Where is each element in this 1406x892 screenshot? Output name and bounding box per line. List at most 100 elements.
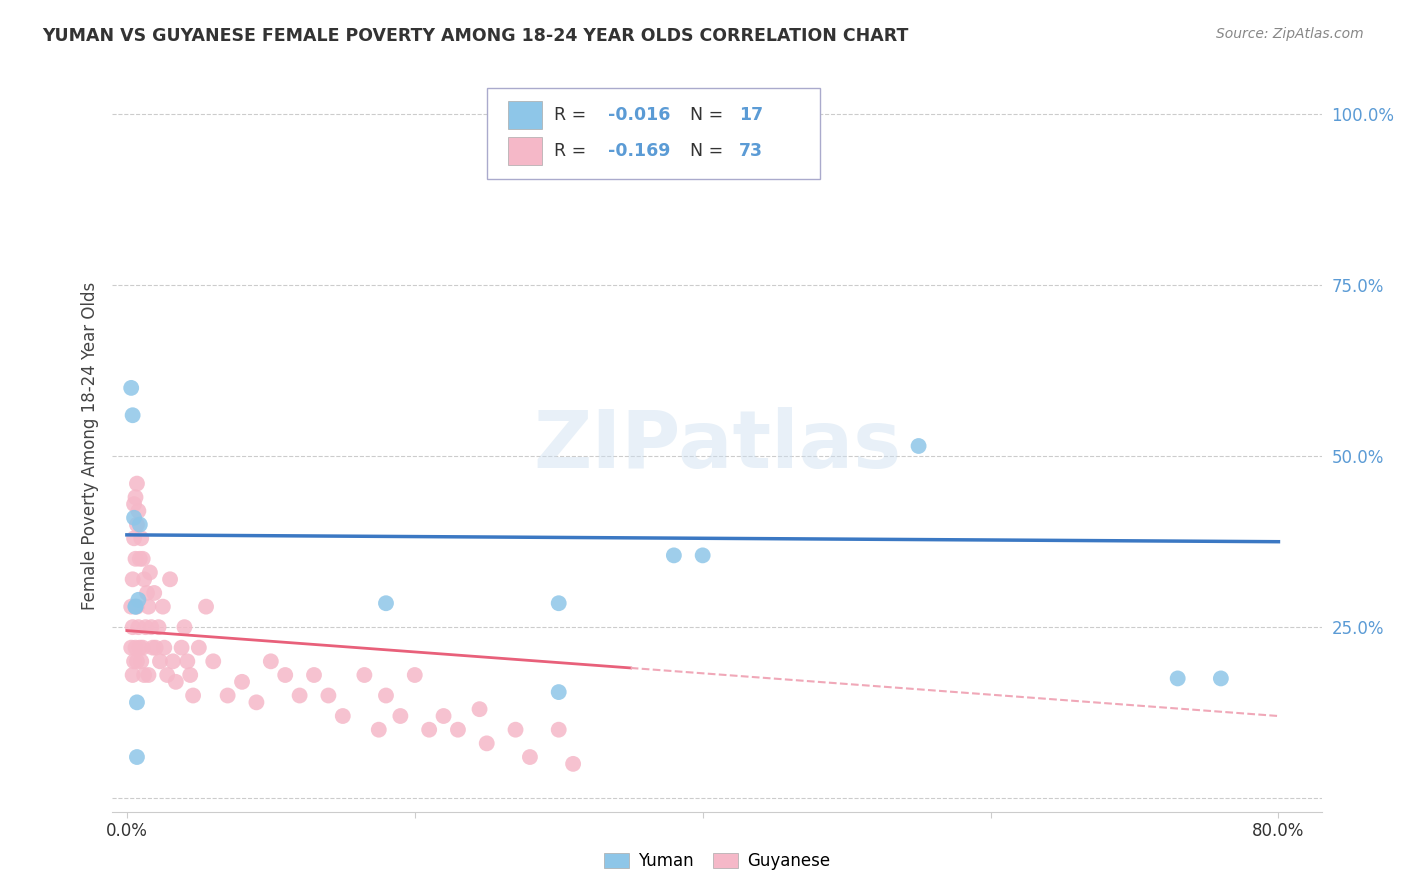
Point — [120, 599, 142, 614]
Point — [127, 504, 149, 518]
Point — [145, 640, 167, 655]
Point — [121, 620, 143, 634]
Point — [156, 668, 179, 682]
Point — [302, 668, 325, 682]
Point — [662, 549, 685, 563]
FancyBboxPatch shape — [488, 87, 820, 179]
Point — [125, 599, 148, 614]
Text: 73: 73 — [738, 142, 763, 161]
Point — [475, 736, 498, 750]
Point — [121, 668, 143, 682]
Text: R =: R = — [554, 106, 592, 124]
Point — [124, 640, 146, 655]
Point — [142, 640, 165, 655]
Point — [127, 620, 149, 634]
Point — [165, 674, 187, 689]
Point — [562, 756, 585, 771]
Point — [245, 695, 267, 709]
Point — [173, 620, 195, 634]
Point — [127, 592, 149, 607]
Point — [202, 654, 225, 668]
Point — [181, 689, 204, 703]
Legend: Yuman, Guyanese: Yuman, Guyanese — [598, 846, 837, 877]
Point — [132, 551, 155, 566]
Point — [418, 723, 440, 737]
Point — [138, 599, 160, 614]
Point — [124, 551, 146, 566]
Point — [519, 750, 541, 764]
Point — [332, 709, 354, 723]
Text: R =: R = — [554, 142, 592, 161]
Point — [404, 668, 426, 682]
Point — [260, 654, 283, 668]
Point — [217, 689, 239, 703]
Point — [231, 674, 253, 689]
Point — [274, 668, 297, 682]
Point — [148, 620, 170, 634]
Point — [125, 517, 148, 532]
Point — [125, 476, 148, 491]
Point — [125, 695, 148, 709]
Point — [375, 596, 398, 610]
Point — [141, 620, 163, 634]
Point — [152, 599, 174, 614]
Point — [139, 566, 162, 580]
Point — [907, 439, 929, 453]
Point — [124, 490, 146, 504]
Text: YUMAN VS GUYANESE FEMALE POVERTY AMONG 18-24 YEAR OLDS CORRELATION CHART: YUMAN VS GUYANESE FEMALE POVERTY AMONG 1… — [42, 27, 908, 45]
Point — [129, 654, 152, 668]
Text: Source: ZipAtlas.com: Source: ZipAtlas.com — [1216, 27, 1364, 41]
Point — [432, 709, 454, 723]
Text: -0.169: -0.169 — [609, 142, 671, 161]
Point — [389, 709, 412, 723]
Text: -0.016: -0.016 — [609, 106, 671, 124]
Point — [1209, 672, 1232, 686]
FancyBboxPatch shape — [508, 137, 541, 165]
Point — [122, 497, 145, 511]
Text: N =: N = — [690, 106, 730, 124]
Point — [367, 723, 389, 737]
Point — [124, 599, 146, 614]
Point — [288, 689, 311, 703]
Point — [128, 551, 150, 566]
Point — [120, 381, 142, 395]
Point — [170, 640, 193, 655]
Text: N =: N = — [690, 142, 730, 161]
Point — [121, 572, 143, 586]
Point — [135, 620, 157, 634]
Point — [162, 654, 184, 668]
Point — [136, 586, 159, 600]
Point — [120, 640, 142, 655]
Point — [134, 668, 156, 682]
Point — [468, 702, 491, 716]
Point — [187, 640, 209, 655]
Point — [179, 668, 201, 682]
Point — [134, 572, 156, 586]
Point — [149, 654, 172, 668]
Point — [121, 409, 143, 423]
Point — [143, 586, 166, 600]
Point — [122, 654, 145, 668]
Point — [125, 750, 148, 764]
Text: 17: 17 — [738, 106, 763, 124]
Point — [128, 640, 150, 655]
Point — [547, 685, 569, 699]
Point — [132, 640, 155, 655]
Text: ZIPatlas: ZIPatlas — [533, 407, 901, 485]
Point — [125, 654, 148, 668]
Point — [153, 640, 176, 655]
Y-axis label: Female Poverty Among 18-24 Year Olds: Female Poverty Among 18-24 Year Olds — [80, 282, 98, 610]
Point — [447, 723, 470, 737]
Point — [138, 668, 160, 682]
Point — [124, 599, 146, 614]
Point — [122, 531, 145, 545]
FancyBboxPatch shape — [508, 102, 541, 129]
Point — [195, 599, 218, 614]
Point — [692, 549, 714, 563]
Point — [375, 689, 398, 703]
Point — [176, 654, 198, 668]
Point — [318, 689, 340, 703]
Point — [1167, 672, 1189, 686]
Point — [505, 723, 527, 737]
Point — [122, 510, 145, 524]
